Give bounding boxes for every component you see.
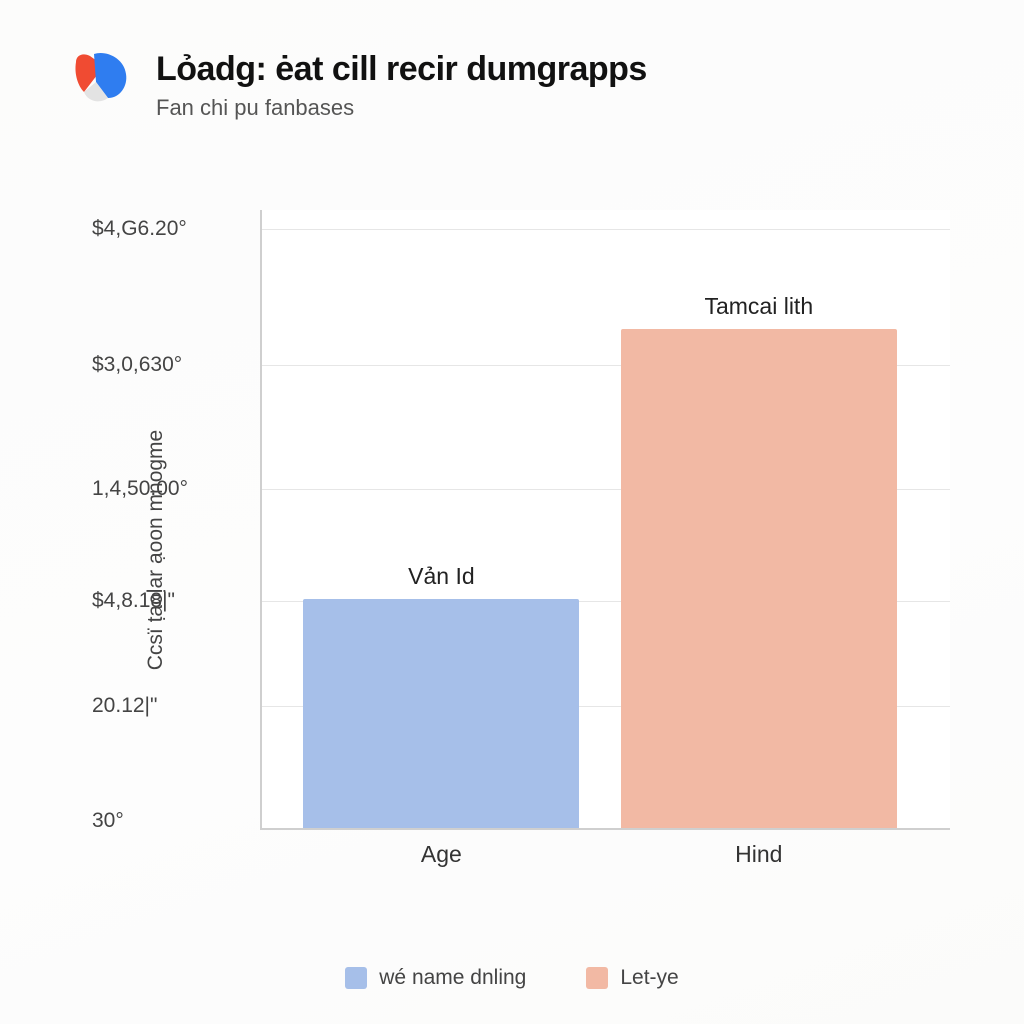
y-tick-label: 30°	[92, 809, 124, 833]
y-tick-label: 1,4,50.00°	[92, 477, 188, 501]
legend-swatch	[586, 967, 608, 989]
y-tick-label: $4,G6.20°	[92, 217, 187, 241]
y-tick-label: $3,0,630°	[92, 353, 182, 377]
legend-label: wé name dnling	[379, 966, 526, 990]
y-tick-label: 20.12|"	[92, 694, 157, 718]
chart-subtitle: Fan chi pu fanbases	[156, 95, 647, 121]
plot-area: Vản IdTamcai lithAgeHind	[260, 210, 950, 830]
chart-legend: wé name dnling Let-ye	[0, 966, 1024, 990]
bar: Vản Id	[303, 599, 579, 828]
bar-chart: Ccsï ṭaoḷar ạoon mnogme $4,G6.20°$3,0,63…	[70, 210, 950, 890]
legend-item: Let-ye	[586, 966, 678, 990]
bar: Tamcai lith	[621, 329, 897, 828]
y-tick-label: $4,8.18|"	[92, 589, 175, 613]
chart-header: Lỏadg: ėat cill recir dumgrapps Fan chi …	[70, 48, 647, 121]
x-tick-label: Age	[421, 841, 462, 868]
chart-title: Lỏadg: ėat cill recir dumgrapps	[156, 50, 647, 89]
legend-label: Let-ye	[620, 966, 678, 990]
legend-swatch	[345, 967, 367, 989]
bar-label: Tamcai lith	[704, 293, 813, 320]
x-tick-label: Hind	[735, 841, 782, 868]
gridline	[262, 229, 950, 230]
brand-logo-icon	[70, 48, 134, 112]
legend-item: wé name dnling	[345, 966, 526, 990]
y-axis-ticks: $4,G6.20° $3,0,630° 1,4,50.00° $4,8.18|" 20.…	[92, 210, 242, 890]
bar-label: Vản Id	[408, 563, 475, 590]
